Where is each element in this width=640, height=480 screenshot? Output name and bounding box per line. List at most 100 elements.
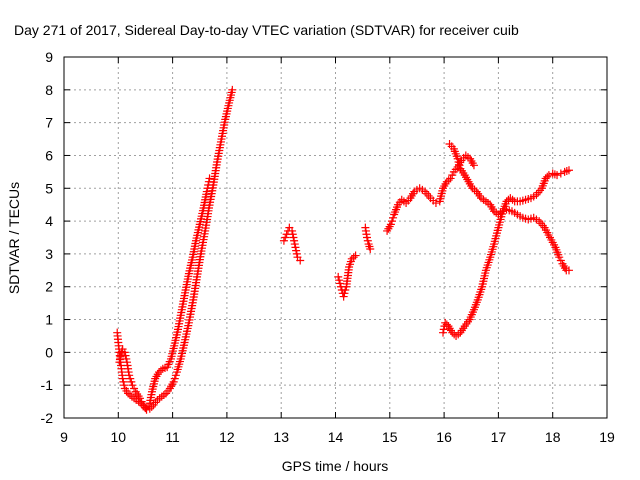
data-point [439, 325, 448, 334]
data-point [454, 330, 463, 339]
data-point [424, 191, 433, 200]
data-point [290, 240, 299, 249]
data-point [389, 213, 398, 222]
data-point [431, 199, 440, 208]
data-point [564, 166, 573, 175]
data-point [125, 371, 134, 380]
data-point [120, 348, 129, 357]
data-point [142, 405, 151, 414]
y-tick-label: 4 [45, 213, 53, 229]
data-point [279, 236, 288, 245]
data-point [120, 381, 129, 390]
x-tick-label: 11 [165, 429, 180, 445]
data-points [113, 85, 573, 414]
data-point [453, 154, 462, 163]
data-point [349, 253, 358, 262]
data-point [118, 374, 127, 383]
data-point [205, 174, 214, 183]
x-tick-label: 15 [382, 429, 398, 445]
x-tick-label: 9 [60, 429, 68, 445]
y-tick-label: -1 [41, 377, 54, 393]
x-axis-label: GPS time / hours [282, 458, 389, 474]
data-point [363, 236, 372, 245]
x-tick-label: 12 [219, 429, 235, 445]
x-tick-label: 16 [436, 429, 452, 445]
data-point [128, 381, 137, 390]
y-tick-labels: -2 -1 0 1 2 3 4 5 6 7 8 9 [41, 49, 54, 426]
data-point [292, 246, 301, 255]
data-point [334, 272, 343, 281]
data-point [544, 171, 553, 180]
data-point [555, 253, 564, 262]
data-point [290, 236, 299, 245]
x-tick-label: 17 [491, 429, 507, 445]
x-tick-label: 10 [111, 429, 127, 445]
data-point [288, 230, 297, 239]
data-point [204, 180, 213, 189]
data-point [335, 276, 344, 285]
data-point [170, 374, 179, 383]
data-point [127, 377, 136, 386]
data-point [281, 233, 290, 242]
data-point [204, 177, 213, 186]
data-point [508, 195, 517, 204]
data-point [125, 391, 134, 400]
data-point [556, 169, 565, 178]
axis-ticks [63, 56, 608, 419]
data-point [564, 266, 573, 275]
data-point [446, 174, 455, 183]
data-point [448, 171, 457, 180]
y-tick-label: 0 [45, 344, 53, 360]
x-tick-label: 13 [273, 429, 289, 445]
data-point [455, 161, 464, 170]
data-point [341, 286, 350, 295]
data-point [444, 176, 453, 185]
data-point [296, 256, 305, 265]
y-tick-label: 5 [45, 180, 53, 196]
data-point [386, 220, 395, 229]
data-point [119, 377, 128, 386]
y-axis-label: SDTVAR / TECUs [6, 182, 22, 294]
data-point [502, 197, 511, 206]
data-point [550, 170, 559, 179]
data-point [169, 377, 178, 386]
y-tick-label: 2 [45, 279, 53, 295]
data-point [291, 243, 300, 252]
data-point [351, 251, 360, 260]
data-point [228, 85, 237, 94]
x-tick-label: 18 [545, 429, 561, 445]
data-point [534, 188, 543, 197]
y-tick-label: 8 [45, 82, 53, 98]
data-point [543, 172, 552, 181]
data-point [292, 249, 301, 258]
y-tick-label: 6 [45, 147, 53, 163]
data-point [347, 254, 356, 263]
data-point [422, 189, 431, 198]
data-point [124, 389, 133, 398]
data-point [366, 244, 375, 253]
data-point [469, 161, 478, 170]
data-point [203, 184, 212, 193]
data-point [536, 219, 545, 228]
data-point [121, 351, 130, 360]
data-point [556, 256, 565, 265]
grid [64, 57, 607, 418]
chart-title: Day 271 of 2017, Sidereal Day-to-day VTE… [14, 22, 519, 38]
x-tick-label: 19 [599, 429, 615, 445]
data-point [155, 368, 164, 377]
y-tick-label: 1 [45, 312, 53, 328]
data-point [126, 374, 135, 383]
data-point [362, 233, 371, 242]
data-point [202, 187, 211, 196]
y-tick-label: -2 [41, 410, 54, 426]
data-point [470, 185, 479, 194]
data-point [553, 171, 562, 180]
data-point [130, 384, 139, 393]
data-point [439, 328, 448, 337]
data-point [560, 167, 569, 176]
y-tick-label: 3 [45, 246, 53, 262]
data-point [289, 233, 298, 242]
data-point [171, 371, 180, 380]
data-point [336, 279, 345, 288]
